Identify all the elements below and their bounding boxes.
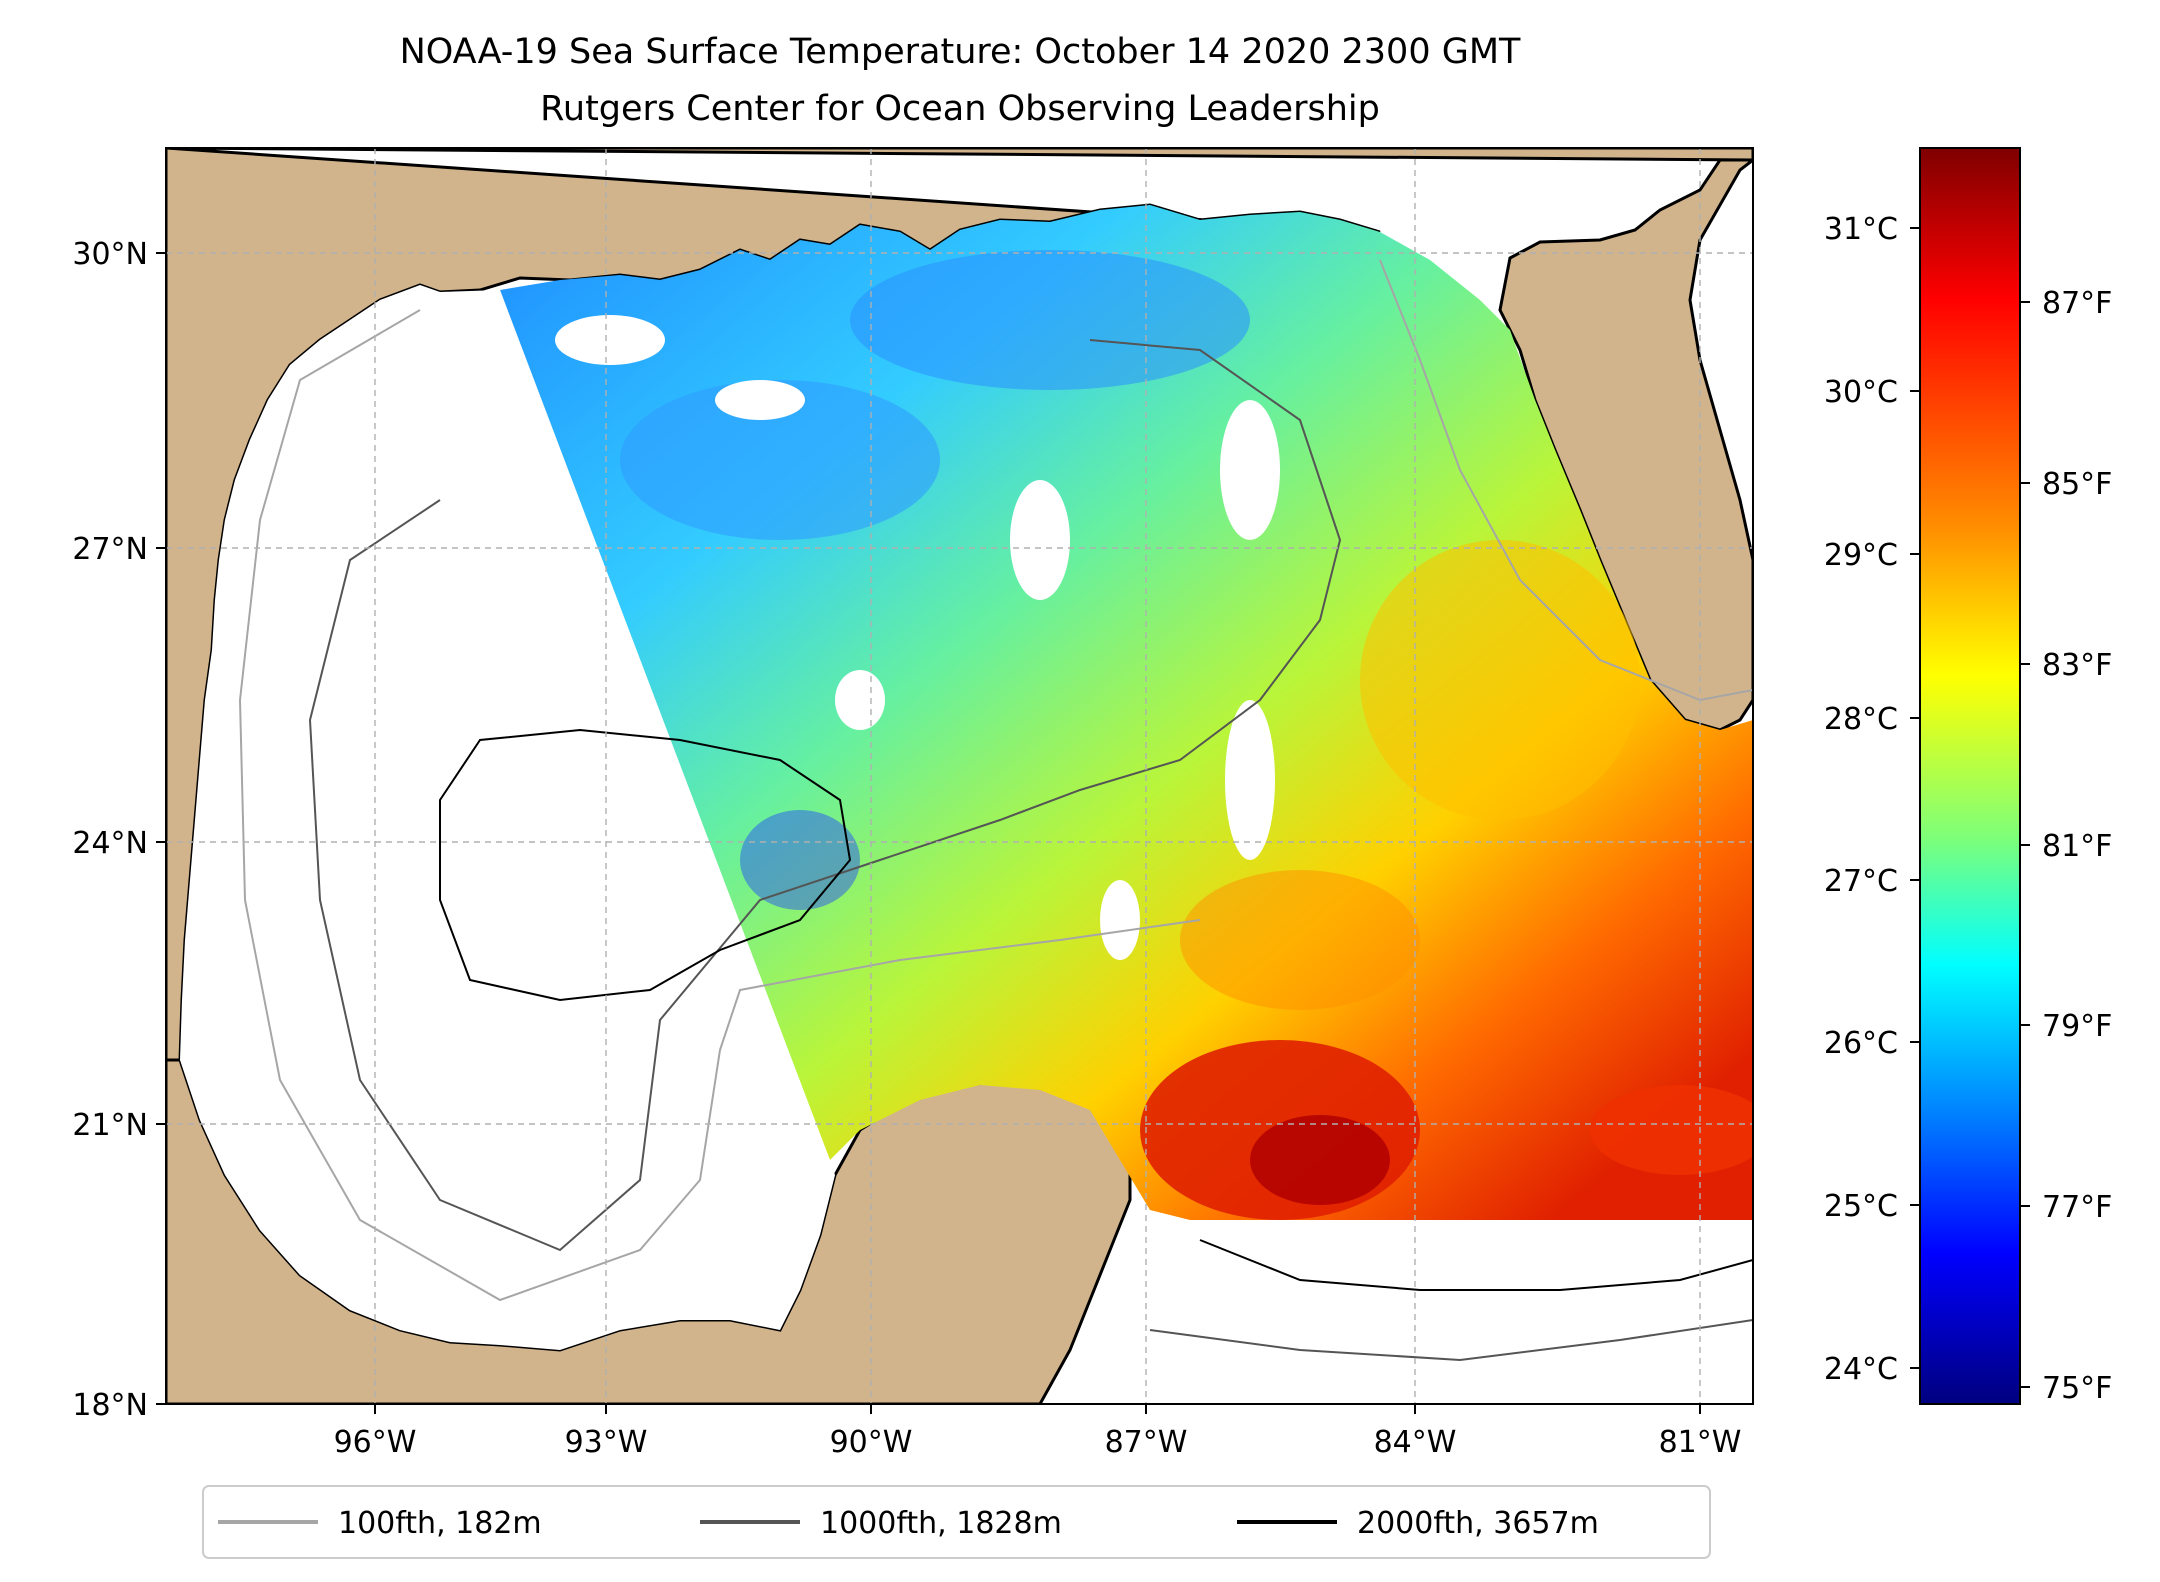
lat-label: 30°N [72,237,148,272]
lon-label: 90°W [830,1425,913,1460]
celsius-label: 30°C [1824,375,1898,410]
lon-label: 87°W [1105,1425,1188,1460]
map-frame [165,147,1754,1405]
map-title-line1: NOAA-19 Sea Surface Temperature: October… [400,32,1521,72]
colorbar-gradient [1919,147,2021,1405]
fahrenheit-label: 77°F [2042,1190,2112,1225]
lon-label: 81°W [1659,1425,1742,1460]
celsius-label: 25°C [1824,1189,1898,1224]
latitude-labels: 30°N 27°N 24°N 21°N 18°N [72,237,148,1423]
lat-label: 21°N [72,1108,148,1143]
map-panel [166,148,1753,1404]
fahrenheit-labels: 87°F 85°F 83°F 81°F 79°F 77°F 75°F [2042,286,2112,1406]
colorbar: 31°C 30°C 29°C 28°C 27°C 26°C 25°C 24°C … [1824,147,2112,1406]
fahrenheit-ticks [2020,301,2030,1388]
celsius-label: 29°C [1824,538,1898,573]
fahrenheit-label: 75°F [2042,1371,2112,1406]
longitude-labels: 96°W 93°W 90°W 87°W 84°W 81°W [334,1425,1742,1460]
lat-label: 27°N [72,532,148,567]
fahrenheit-label: 83°F [2042,648,2112,683]
lon-label: 96°W [334,1425,417,1460]
celsius-label: 24°C [1824,1352,1898,1387]
legend-label-1000fth: 1000fth, 1828m [820,1506,1062,1541]
map-title-line2: Rutgers Center for Ocean Observing Leade… [540,89,1380,129]
celsius-label: 26°C [1824,1026,1898,1061]
lon-label: 93°W [565,1425,648,1460]
lon-label: 84°W [1374,1425,1457,1460]
celsius-ticks [1910,227,1920,1369]
lat-label: 24°N [72,826,148,861]
sst-swath [500,205,1753,1220]
legend-box [202,1485,1711,1559]
lat-label: 18°N [72,1388,148,1423]
no-data-region [180,285,835,1350]
contour-legend: 100fth, 182m 1000fth, 1828m 2000fth, 365… [202,1485,1711,1559]
graticule [166,148,1753,1404]
celsius-label: 27°C [1824,864,1898,899]
fahrenheit-label: 79°F [2042,1009,2112,1044]
map-tick-marks [156,252,1701,1414]
fahrenheit-label: 81°F [2042,829,2112,864]
legend-label-2000fth: 2000fth, 3657m [1357,1506,1599,1541]
legend-label-100fth: 100fth, 182m [338,1506,542,1541]
celsius-labels: 31°C 30°C 29°C 28°C 27°C 26°C 25°C 24°C [1824,212,1898,1387]
fahrenheit-label: 87°F [2042,286,2112,321]
celsius-label: 28°C [1824,702,1898,737]
celsius-label: 31°C [1824,212,1898,247]
fahrenheit-label: 85°F [2042,467,2112,502]
